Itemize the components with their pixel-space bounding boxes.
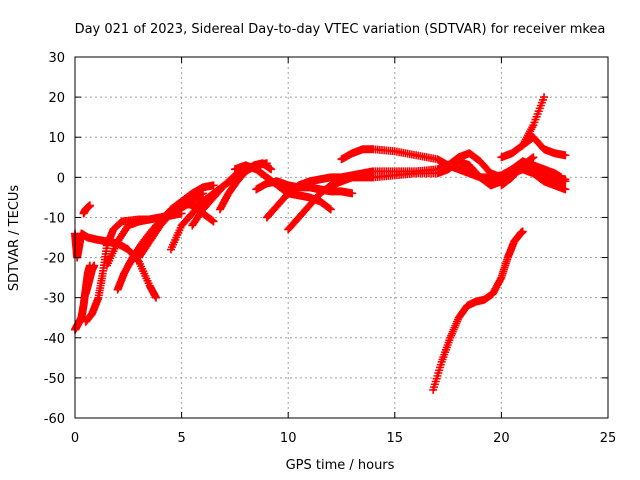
y-axis-label: SDTVAR / TECUs — [7, 185, 22, 292]
x-tick-label: 0 — [71, 431, 79, 446]
x-tick-label: 15 — [387, 431, 404, 446]
y-tick-label: 20 — [48, 91, 65, 106]
y-tick-label: 0 — [57, 171, 65, 186]
data-point-markers — [429, 227, 527, 394]
series-arc-23 — [529, 161, 566, 182]
data-point-markers — [337, 145, 570, 184]
y-tick-label: -30 — [44, 292, 65, 307]
data-point-markers — [81, 261, 99, 298]
x-tick-label: 20 — [493, 431, 510, 446]
data-point-markers — [134, 189, 207, 262]
y-tick-label: -60 — [44, 412, 65, 427]
y-tick-label: -20 — [44, 252, 65, 267]
series-arc-19 — [337, 145, 570, 184]
data-point-markers — [497, 153, 538, 190]
series-arc-6 — [81, 261, 99, 298]
y-tick-label: -10 — [44, 211, 65, 226]
data-point-markers — [79, 201, 94, 218]
x-tick-label: 5 — [177, 431, 185, 446]
data-point-markers — [529, 161, 566, 182]
y-tick-label: -50 — [44, 372, 65, 387]
x-tick-label: 25 — [600, 431, 617, 446]
y-tick-label: 30 — [48, 51, 65, 66]
series-arc-20 — [429, 227, 527, 394]
data-layer — [71, 93, 570, 394]
series-arc-22 — [518, 133, 570, 160]
y-tick-label: 10 — [48, 131, 65, 146]
series-arc-24 — [497, 153, 538, 190]
y-tick-label: -40 — [44, 332, 65, 347]
ticks: 0 5 10 15 20 25 -60 -50 -40 -30 -20 -10 0 10 20 30 — [44, 51, 617, 446]
data-point-markers — [518, 133, 570, 160]
series-arc-10 — [134, 189, 207, 262]
x-tick-label: 10 — [280, 431, 297, 446]
plot-frame — [74, 56, 609, 419]
series-arc-3 — [79, 201, 94, 218]
chart-title: Day 021 of 2023, Sidereal Day-to-day VTE… — [75, 22, 606, 37]
x-axis-label: GPS time / hours — [286, 458, 395, 473]
